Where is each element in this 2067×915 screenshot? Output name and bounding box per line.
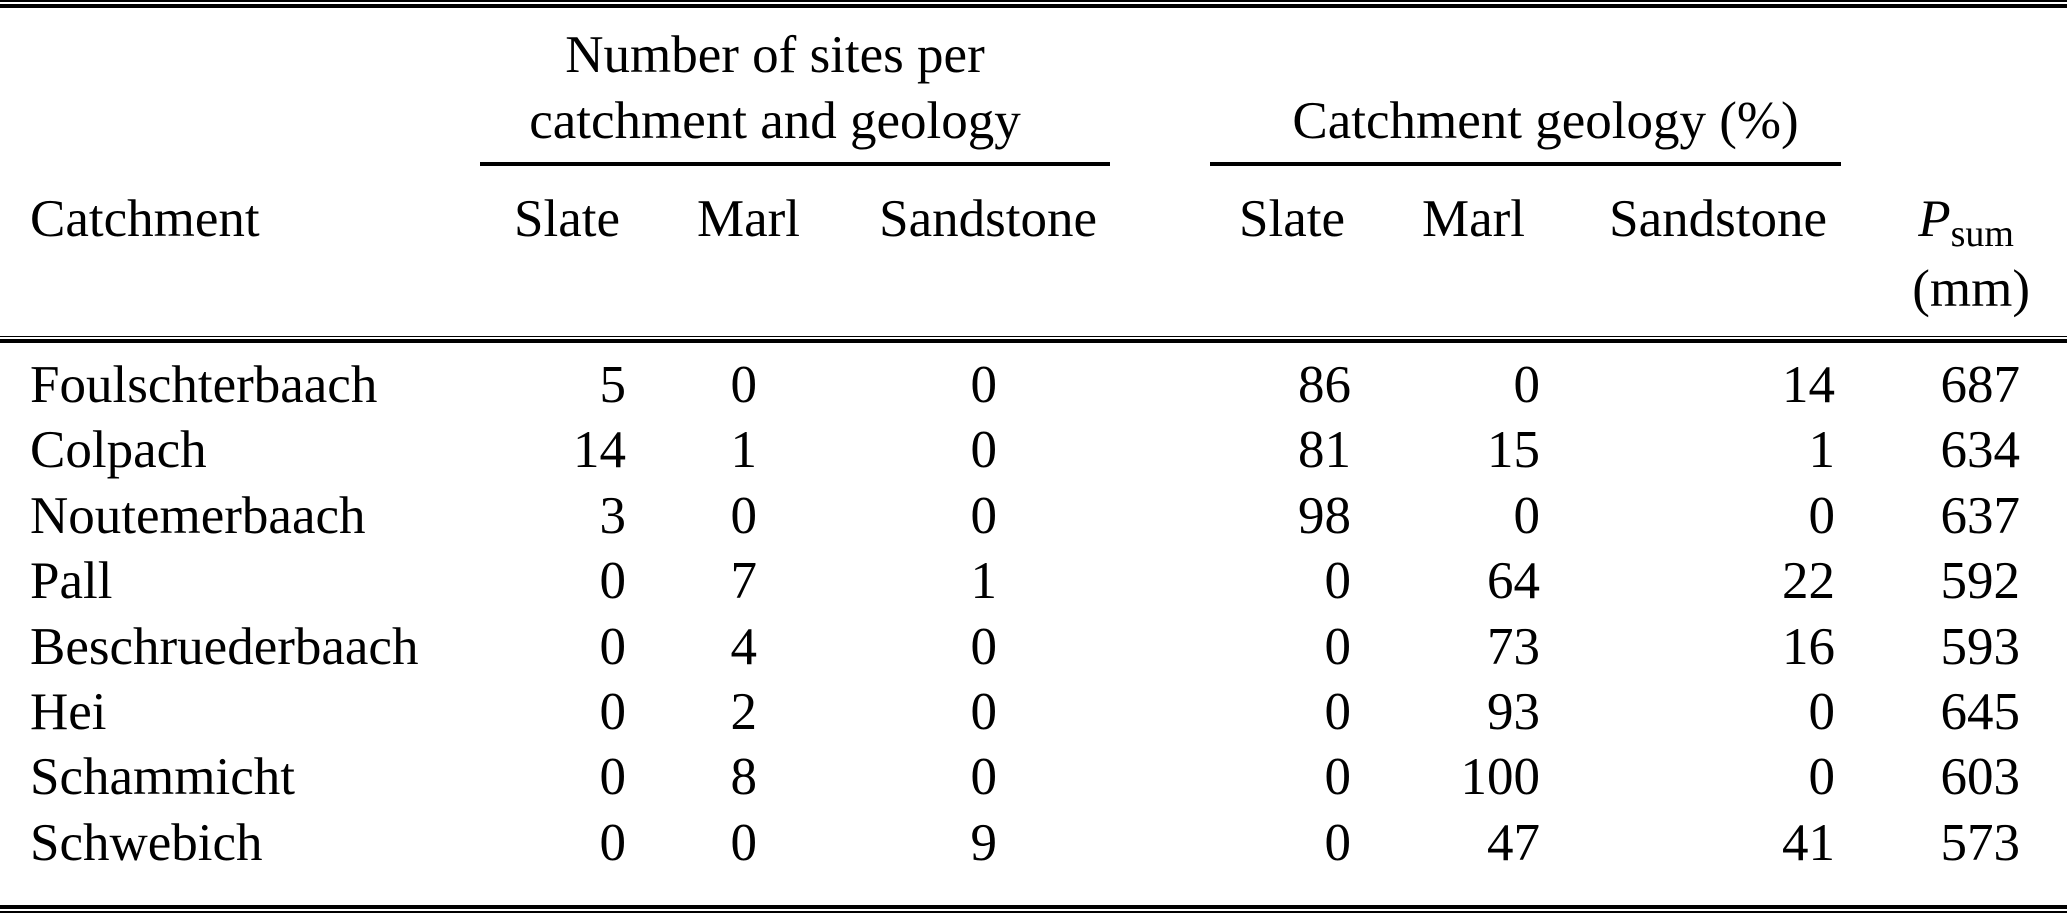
cell-psum: 603 bbox=[1940, 748, 2021, 807]
psum-unit: (mm) bbox=[1912, 260, 2030, 318]
cell-geo-marl: 73 bbox=[1487, 617, 1540, 676]
cell-sites-slate: 0 bbox=[599, 682, 627, 741]
cell-geo-sandstone: 22 bbox=[1782, 552, 1835, 611]
col-header-psum: Psum (mm) bbox=[1841, 167, 2067, 336]
cell-sites-sandstone: 0 bbox=[970, 748, 998, 807]
psum-symbol: P bbox=[1918, 190, 1951, 248]
cell-sites-slate: 3 bbox=[599, 486, 627, 545]
psum-subscript: sum bbox=[1950, 213, 2014, 255]
cell-geo-marl: 93 bbox=[1487, 682, 1540, 741]
cell-geo-marl: 15 bbox=[1487, 421, 1540, 480]
cell-psum: 645 bbox=[1940, 682, 2021, 741]
cell-sites-slate: 14 bbox=[573, 421, 626, 480]
cell-catchment: Foulschterbaach bbox=[30, 356, 378, 414]
cell-sites-marl: 0 bbox=[730, 356, 758, 414]
cell-geo-slate: 0 bbox=[1324, 748, 1352, 807]
cell-geo-sandstone: 0 bbox=[1808, 486, 1836, 545]
cell-geo-slate: 0 bbox=[1324, 552, 1352, 611]
cell-geo-slate: 98 bbox=[1298, 486, 1351, 545]
cell-catchment: Colpach bbox=[30, 421, 207, 480]
col-header-sites-slate: Slate bbox=[514, 190, 620, 248]
cell-sites-sandstone: 0 bbox=[970, 356, 998, 414]
cell-sites-marl: 1 bbox=[730, 421, 758, 480]
header-rule bbox=[0, 336, 2067, 343]
cell-geo-sandstone: 0 bbox=[1808, 748, 1836, 807]
cell-sites-sandstone: 1 bbox=[970, 552, 998, 611]
cell-sites-marl: 0 bbox=[730, 813, 758, 872]
cell-geo-slate: 0 bbox=[1324, 813, 1352, 872]
cell-catchment: Schwebich bbox=[30, 813, 263, 872]
cell-sites-marl: 2 bbox=[730, 682, 758, 741]
cell-sites-slate: 0 bbox=[599, 813, 627, 872]
cell-psum: 634 bbox=[1940, 421, 2021, 480]
cell-sites-marl: 7 bbox=[730, 552, 758, 611]
col-header-geo-sandstone: Sandstone bbox=[1609, 190, 1827, 248]
geology-group-underline bbox=[1210, 162, 1841, 166]
col-header-catchment: Catchment bbox=[30, 190, 260, 248]
cell-geo-sandstone: 1 bbox=[1808, 421, 1836, 480]
cell-geo-slate: 81 bbox=[1298, 421, 1351, 480]
sites-group-header: Number of sites per catchment and geolog… bbox=[480, 8, 1110, 162]
cell-sites-marl: 0 bbox=[730, 486, 758, 545]
cell-sites-sandstone: 9 bbox=[970, 813, 998, 872]
col-header-geo-slate: Slate bbox=[1239, 190, 1345, 248]
cell-sites-slate: 5 bbox=[599, 356, 627, 414]
cell-catchment: Hei bbox=[30, 682, 107, 741]
sites-group-header-line1: Number of sites per bbox=[565, 26, 985, 84]
cell-geo-marl: 64 bbox=[1487, 552, 1540, 611]
cell-geo-slate: 0 bbox=[1324, 682, 1352, 741]
col-header-geo-marl: Marl bbox=[1421, 190, 1525, 248]
cell-sites-sandstone: 0 bbox=[970, 682, 998, 741]
cell-psum: 637 bbox=[1940, 486, 2021, 545]
cell-sites-slate: 0 bbox=[599, 617, 627, 676]
cell-psum: 687 bbox=[1940, 356, 2021, 414]
cell-geo-marl: 0 bbox=[1513, 356, 1541, 414]
cell-psum: 593 bbox=[1940, 617, 2021, 676]
cell-geo-sandstone: 0 bbox=[1808, 682, 1836, 741]
col-header-sites-marl: Marl bbox=[696, 190, 800, 248]
col-header-sites-sandstone: Sandstone bbox=[879, 190, 1097, 248]
sites-group-underline bbox=[480, 162, 1110, 166]
cell-geo-sandstone: 14 bbox=[1782, 356, 1835, 414]
cell-geo-marl: 0 bbox=[1513, 486, 1541, 545]
cell-sites-sandstone: 0 bbox=[970, 617, 998, 676]
cell-geo-sandstone: 41 bbox=[1782, 813, 1835, 872]
cell-sites-marl: 8 bbox=[730, 748, 758, 807]
cell-geo-sandstone: 16 bbox=[1782, 617, 1835, 676]
cell-geo-slate: 0 bbox=[1324, 617, 1352, 676]
cell-catchment: Schammicht bbox=[30, 748, 295, 807]
geology-group-header: Catchment geology (%) bbox=[1110, 8, 1841, 162]
cell-catchment: Beschruederbaach bbox=[30, 617, 419, 676]
psum-symbol-line: Psum bbox=[1841, 187, 2030, 257]
cell-sites-marl: 4 bbox=[730, 617, 758, 676]
cell-psum: 573 bbox=[1940, 813, 2021, 872]
cell-catchment: Pall bbox=[30, 552, 113, 611]
cell-geo-marl: 47 bbox=[1487, 813, 1540, 872]
cell-sites-sandstone: 0 bbox=[970, 486, 998, 545]
bottom-rule bbox=[0, 904, 2067, 913]
cell-sites-slate: 0 bbox=[599, 552, 627, 611]
cell-sites-slate: 0 bbox=[599, 748, 627, 807]
cell-psum: 592 bbox=[1940, 552, 2021, 611]
cell-geo-marl: 100 bbox=[1460, 748, 1541, 807]
geology-group-header-label: Catchment geology (%) bbox=[1292, 92, 1799, 150]
cell-catchment: Noutemerbaach bbox=[30, 486, 366, 545]
top-rule bbox=[0, 0, 2067, 8]
sites-group-header-line2: catchment and geology bbox=[529, 92, 1021, 150]
cell-geo-slate: 86 bbox=[1298, 356, 1351, 414]
cell-sites-sandstone: 0 bbox=[970, 421, 998, 480]
